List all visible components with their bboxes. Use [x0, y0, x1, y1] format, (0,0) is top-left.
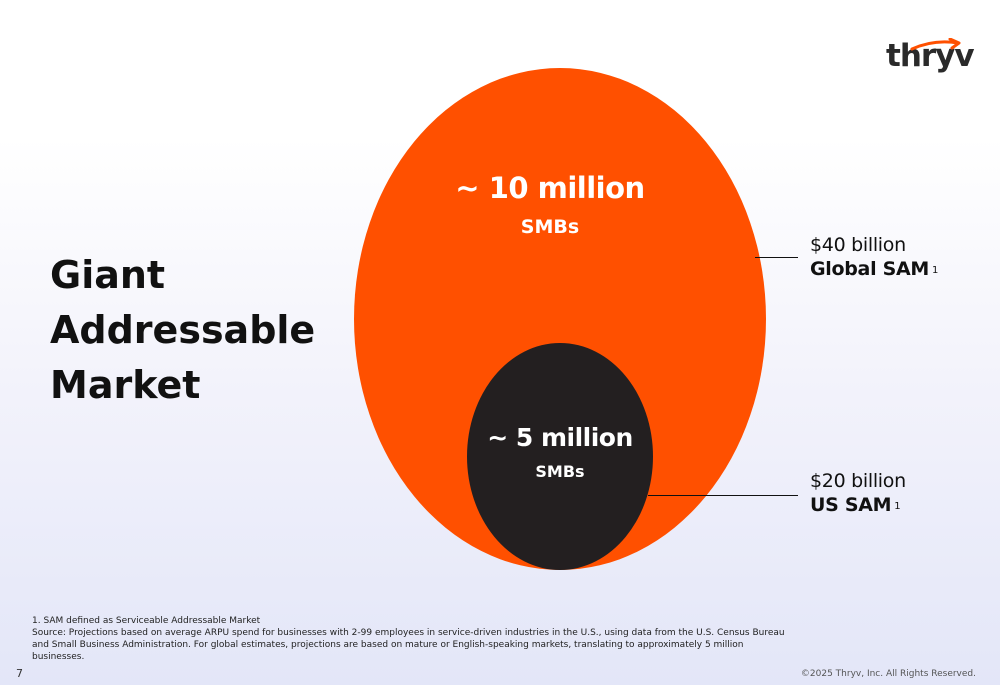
us-sam-value: $20 billion — [810, 470, 906, 492]
global-smb-count: ~ 10 million — [455, 171, 645, 205]
global-sam-label-row: Global SAM 1 — [810, 257, 938, 281]
logo-swoosh-icon — [910, 38, 961, 51]
us-sam-callout: $20 billion US SAM 1 — [810, 469, 906, 517]
title-line-2: Addressable — [50, 308, 316, 352]
us-sam-label: US SAM — [810, 494, 892, 516]
global-sam-label: Global SAM — [810, 258, 930, 280]
global-smb-unit: SMBs — [520, 216, 580, 238]
footnote-sam-definition: 1. SAM defined as Serviceable Addressabl… — [32, 616, 261, 626]
title-line-1: Giant — [50, 253, 166, 297]
title-line-3: Market — [50, 363, 201, 407]
us-market-circle — [467, 343, 653, 570]
global-leader-line — [755, 257, 798, 258]
footnotes: 1. SAM defined as Serviceable Addressabl… — [32, 615, 792, 663]
us-sam-footnote-ref: 1 — [894, 501, 901, 512]
page-title: Giant Addressable Market — [50, 248, 315, 413]
us-smb-count: ~ 5 million — [487, 423, 633, 452]
global-sam-footnote-ref: 1 — [932, 265, 939, 276]
page-number: 7 — [16, 667, 23, 680]
us-leader-line — [648, 495, 798, 496]
us-sam-label-row: US SAM 1 — [810, 493, 906, 517]
global-sam-callout: $40 billion Global SAM 1 — [810, 233, 938, 281]
global-sam-value: $40 billion — [810, 234, 906, 256]
footnote-source: Source: Projections based on average ARP… — [32, 628, 785, 662]
us-smb-unit: SMBs — [535, 462, 585, 481]
copyright: ©2025 Thryv, Inc. All Rights Reserved. — [800, 669, 976, 679]
